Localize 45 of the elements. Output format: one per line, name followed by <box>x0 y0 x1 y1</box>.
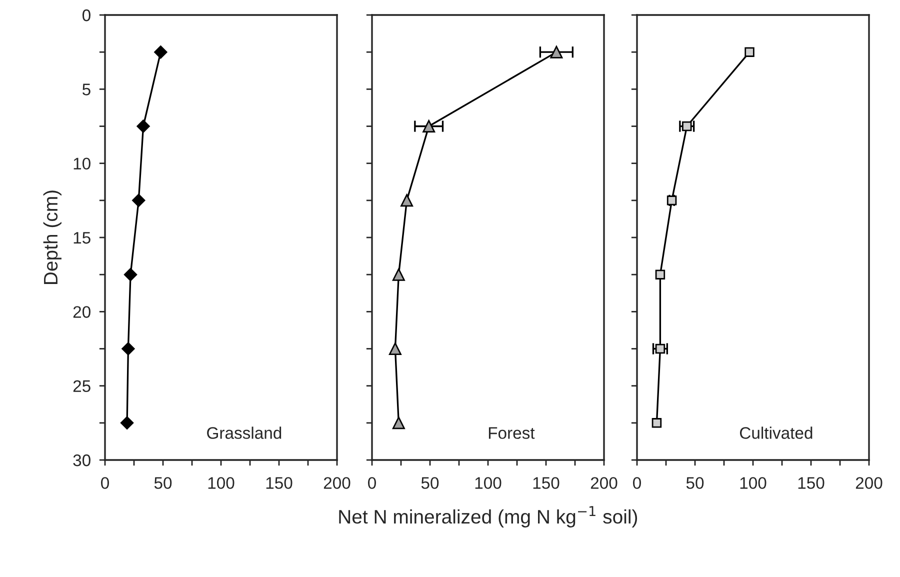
x-tick-label: 50 <box>421 477 439 489</box>
x-tick-label: 0 <box>101 477 109 489</box>
x-axis-title: Net N mineralized (mg N kg$^{−1}$ soil) <box>339 506 638 528</box>
point <box>422 120 436 132</box>
x-tick-label: 0 <box>368 477 376 489</box>
point <box>120 416 134 430</box>
y-tick-label: 5 <box>82 84 90 96</box>
point <box>132 194 146 208</box>
point <box>392 416 405 430</box>
x-tick-label: 150 <box>266 477 292 489</box>
y-tick-label: 25 <box>73 380 90 392</box>
annotation: Cultivated <box>740 426 812 439</box>
x-tick-label: 50 <box>686 477 704 489</box>
y-tick-label: 20 <box>73 306 90 318</box>
point <box>655 270 666 280</box>
y-tick-label: 30 <box>73 454 90 466</box>
x-tick-label: 200 <box>590 477 618 489</box>
point <box>124 268 138 282</box>
point <box>550 46 563 58</box>
x-tick-label: 150 <box>798 477 824 489</box>
point <box>655 344 666 354</box>
point <box>400 194 414 207</box>
point <box>136 120 150 133</box>
point <box>682 121 692 132</box>
x-tick-label: 100 <box>740 477 766 489</box>
point <box>666 196 677 206</box>
x-tick-label: 100 <box>208 477 234 489</box>
x-tick-label: 100 <box>475 477 502 489</box>
x-tick-label: 50 <box>154 477 172 489</box>
point <box>388 342 402 355</box>
y-tick-label: 0 <box>82 9 90 22</box>
point <box>744 47 754 57</box>
y-axis-title: Depth (cm) <box>43 190 62 284</box>
y-tick-label: 15 <box>74 232 90 244</box>
x-tick-label: 200 <box>324 477 350 489</box>
annotation: Grassland <box>207 426 282 439</box>
annotation: Forest <box>488 427 535 439</box>
point <box>154 45 168 59</box>
point <box>392 268 405 281</box>
x-tick-label: 0 <box>633 477 641 489</box>
y-tick-label: 10 <box>74 158 90 170</box>
x-tick-label: 150 <box>533 477 560 489</box>
point <box>122 342 135 356</box>
point <box>652 418 662 428</box>
x-tick-label: 200 <box>856 477 882 489</box>
